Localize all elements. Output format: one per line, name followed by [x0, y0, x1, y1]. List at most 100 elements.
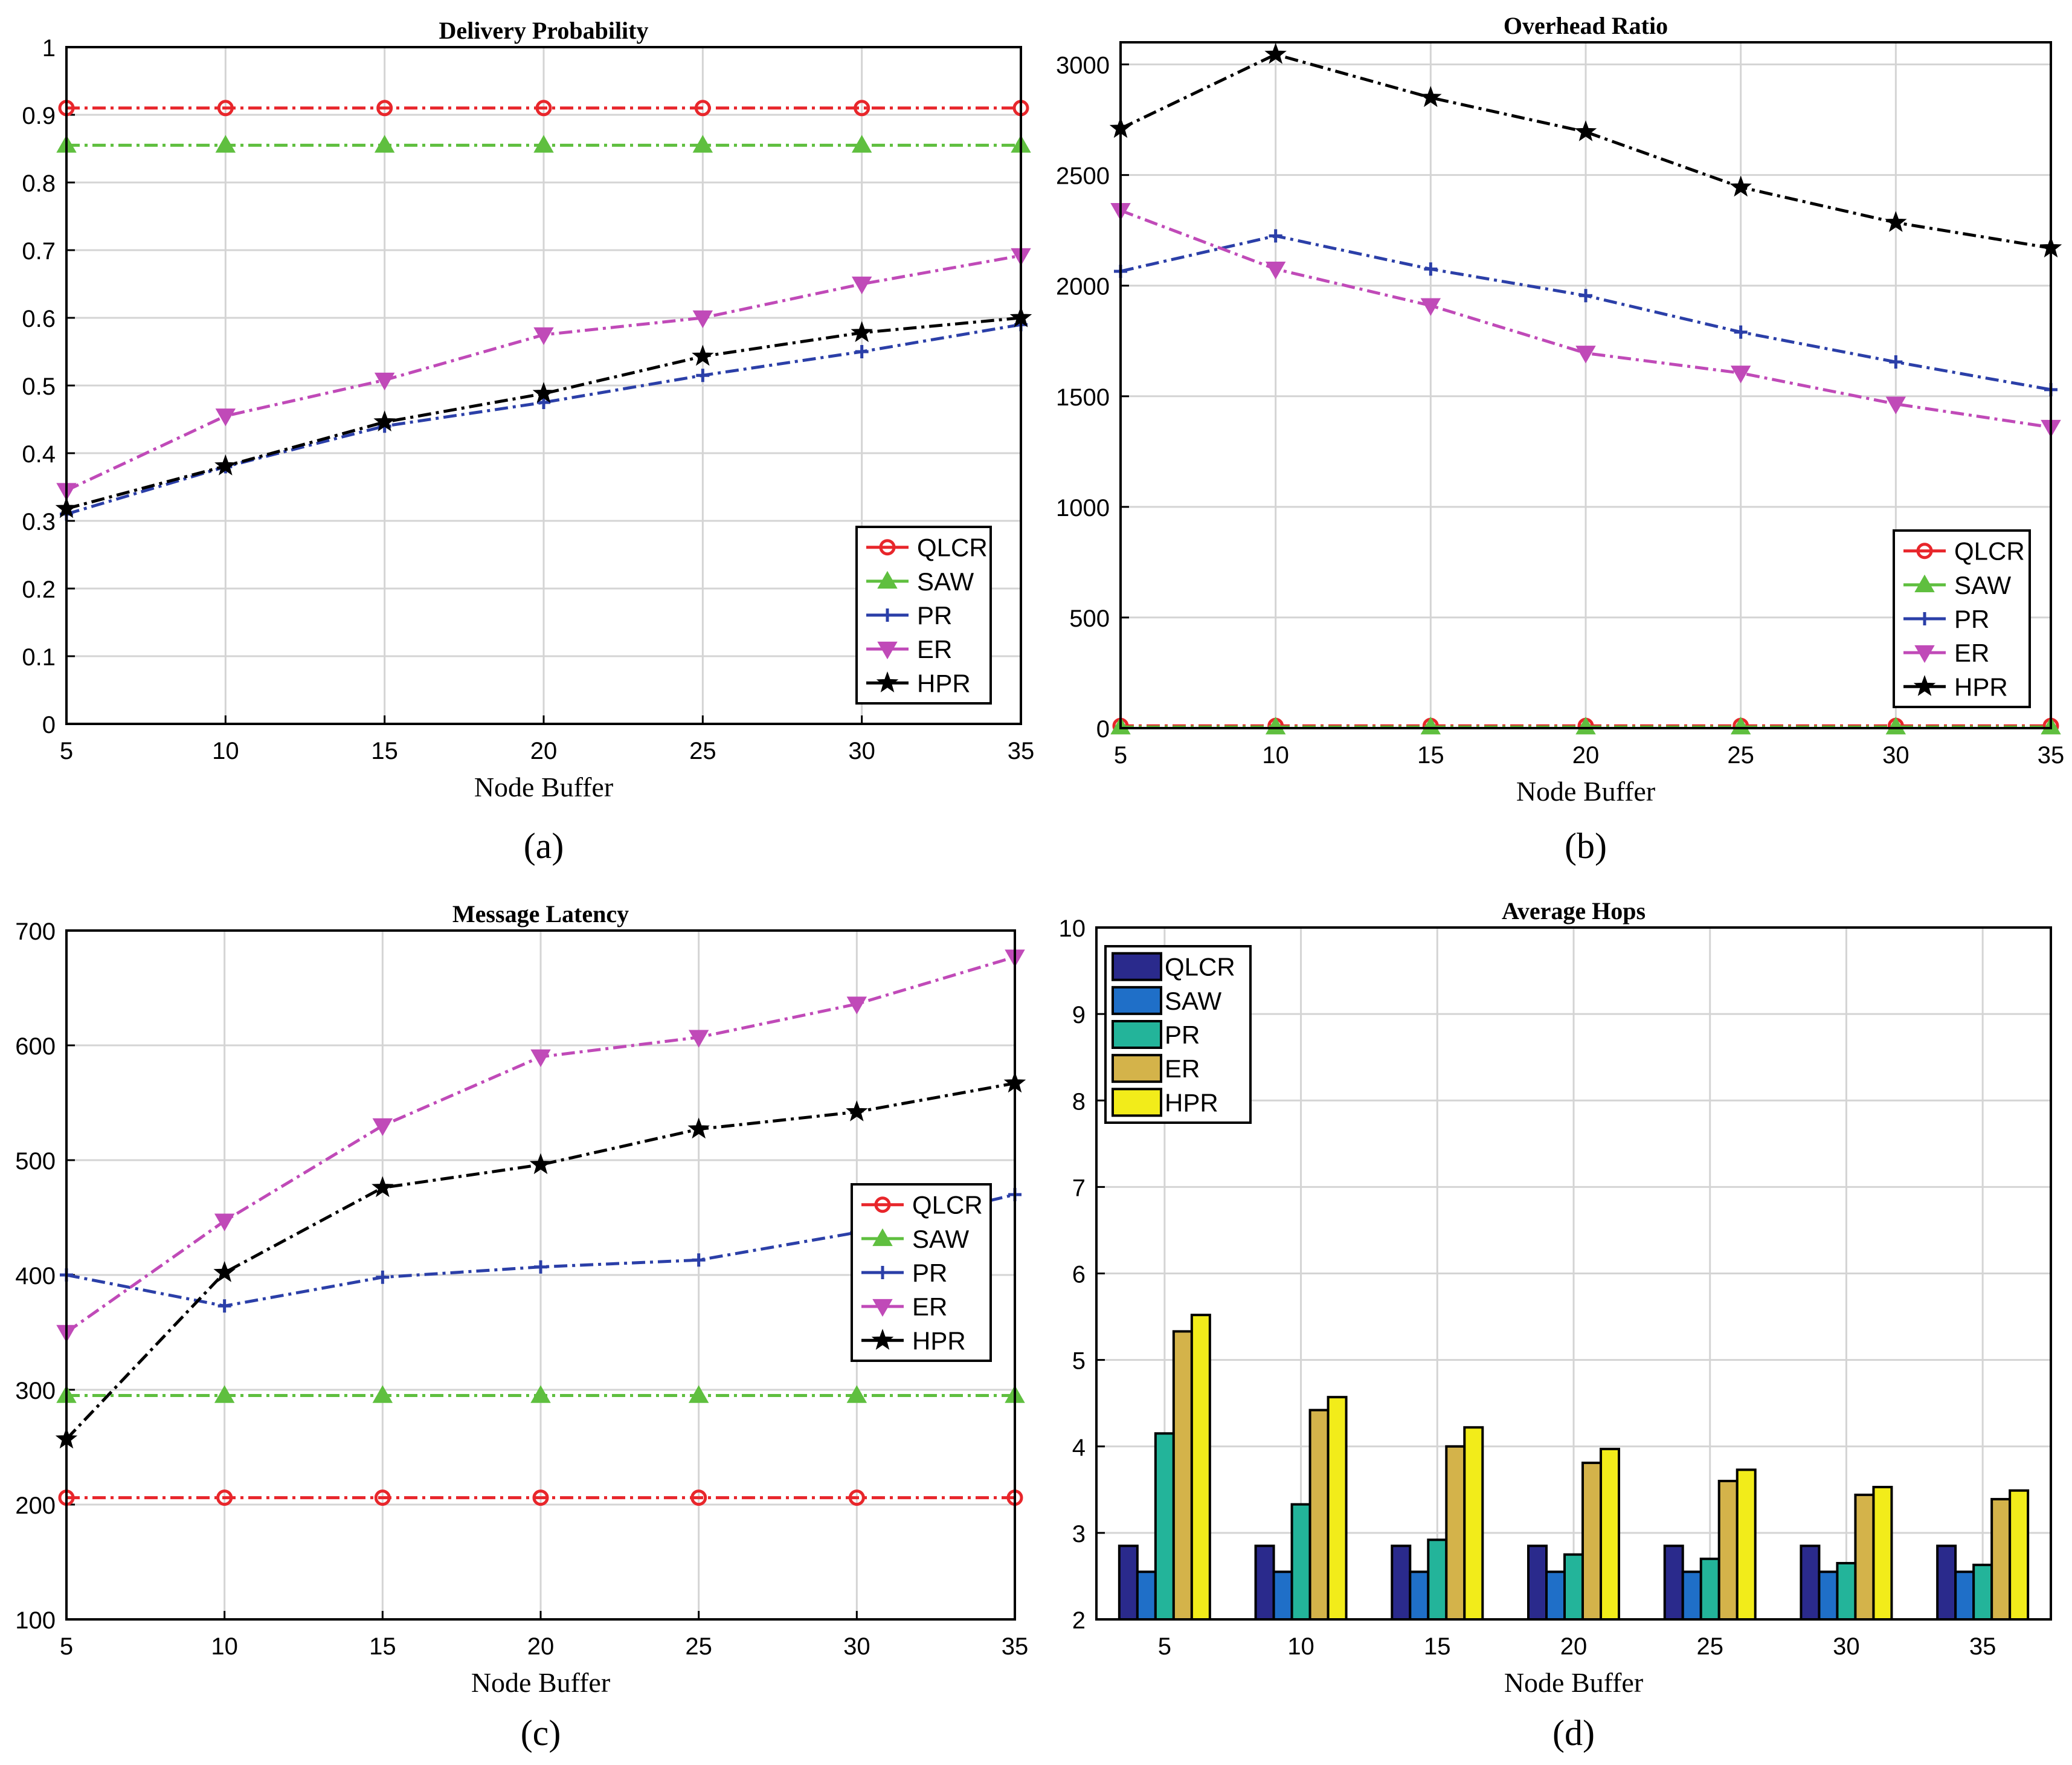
- x-tick-label: 35: [1969, 1633, 1996, 1660]
- data-point-hpr: [851, 321, 873, 343]
- y-tick-label: 0.8: [22, 170, 56, 197]
- legend-label: SAW: [917, 567, 974, 596]
- legend-marker-er: [877, 641, 898, 660]
- bar-series-hpr: [1190, 1314, 2030, 1621]
- data-point-saw: [1575, 717, 1596, 735]
- x-tick-label: 30: [843, 1633, 870, 1660]
- grid: [1119, 42, 2052, 729]
- bar-er: [1990, 1498, 2012, 1621]
- bar-qlcr: [1391, 1544, 1412, 1621]
- y-tick-label: 5: [1072, 1348, 1086, 1375]
- x-tick-label: 10: [1287, 1633, 1314, 1660]
- y-tick-label: 100: [15, 1607, 56, 1634]
- data-point-er: [851, 276, 872, 295]
- legend-entry-qlcr: QLCR: [861, 1191, 983, 1219]
- bar-saw: [1954, 1570, 1975, 1621]
- data-point-saw: [851, 135, 872, 153]
- y-tick-label: 1: [42, 35, 56, 62]
- bar-series-saw: [1136, 1570, 1975, 1621]
- data-point-hpr: [529, 1153, 552, 1175]
- y-tick-label: 700: [15, 918, 56, 945]
- data-point-pr: [1734, 325, 1748, 339]
- data-point-qlcr: [848, 1489, 865, 1506]
- y-tick-label: 1500: [1056, 384, 1110, 411]
- data-point-hpr: [213, 1261, 236, 1282]
- legend-entry-pr: PR: [861, 1259, 947, 1287]
- legend-label: SAW: [912, 1225, 969, 1253]
- x-tick-labels: 5 10 15 20 25 30 35: [1158, 1611, 1996, 1660]
- legend-label: ER: [912, 1292, 947, 1321]
- data-point-er: [374, 372, 395, 391]
- bar-qlcr: [1254, 1544, 1275, 1621]
- legend-label: HPR: [917, 669, 971, 697]
- bar-er: [1172, 1330, 1193, 1621]
- series-group: [1109, 42, 2062, 735]
- data-point-hpr: [373, 410, 396, 431]
- data-point-hpr: [532, 382, 555, 403]
- data-point-saw: [846, 1385, 867, 1403]
- x-tick-label: 5: [60, 1633, 73, 1660]
- series-group: [55, 949, 1026, 1506]
- data-point-er: [1420, 298, 1441, 316]
- data-point-er: [214, 1213, 235, 1231]
- x-tick-label: 20: [1560, 1633, 1588, 1660]
- series-er: [56, 248, 1031, 501]
- x-tick-label: 25: [1727, 742, 1754, 769]
- y-tick-label: 2500: [1056, 163, 1110, 190]
- legend-label: ER: [1954, 639, 1989, 667]
- data-point-hpr: [692, 344, 714, 366]
- data-point-saw: [372, 1385, 393, 1403]
- bar-er: [1445, 1445, 1466, 1621]
- data-point-er: [688, 1030, 709, 1048]
- x-tick-label: 15: [1424, 1633, 1451, 1660]
- data-point-er: [372, 1118, 393, 1137]
- bar-pr: [1972, 1563, 1993, 1621]
- legend-marker-qlcr: [1916, 543, 1933, 560]
- legend-label: QLCR: [1165, 953, 1235, 981]
- y-tick-labels: 0 0.1 0.2 0.3 0.4 0.5 0.6 0.7 0.8 0.9 1: [22, 35, 75, 738]
- data-point-pr: [534, 1260, 547, 1274]
- legend-label: SAW: [1165, 987, 1221, 1015]
- legend-marker-hpr: [1913, 675, 1936, 696]
- bar-qlcr: [1663, 1544, 1684, 1621]
- x-tick-label: 10: [211, 1633, 238, 1660]
- data-point-saw: [533, 135, 554, 153]
- bar-qlcr: [1527, 1544, 1548, 1621]
- y-tick-label: 9: [1072, 1002, 1086, 1028]
- data-point-saw: [1265, 717, 1286, 735]
- y-tick-labels: 2 3 4 5 6 7 8 9 10: [1059, 915, 1105, 1634]
- bar-hpr: [1736, 1468, 1757, 1621]
- bar-saw: [1545, 1570, 1566, 1621]
- y-tick-label: 500: [15, 1148, 56, 1175]
- bar-er: [1854, 1493, 1875, 1621]
- x-tick-label: 20: [1572, 742, 1600, 769]
- series-hpr: [55, 306, 1032, 518]
- legend-marker-saw: [877, 570, 898, 589]
- data-point-pr: [692, 1253, 706, 1267]
- data-point-qlcr: [535, 100, 552, 117]
- legend-marker-qlcr: [874, 1196, 891, 1213]
- chart-b: 0 500 1000 1500 2000 2500 3000 5 10 15 20 25 30 35 Ove…: [1056, 12, 2064, 866]
- x-tick-label: 35: [2038, 742, 2065, 769]
- y-tick-label: 0.7: [22, 238, 56, 265]
- bar-qlcr: [1118, 1544, 1139, 1621]
- x-tick-label: 15: [369, 1633, 396, 1660]
- data-point-hpr: [1264, 42, 1287, 64]
- legend-entry-hpr: HPR: [861, 1326, 966, 1355]
- data-point-er: [533, 327, 554, 346]
- data-point-pr: [376, 1270, 390, 1284]
- bar-hpr: [1872, 1486, 1893, 1621]
- legend-label: PR: [912, 1259, 947, 1287]
- x-tick-label: 35: [1008, 738, 1035, 764]
- y-tick-label: 0.5: [22, 373, 56, 400]
- legend-entry-pr: PR: [1112, 1020, 1200, 1049]
- x-tick-label: 30: [1882, 742, 1910, 769]
- y-tick-label: 500: [1069, 605, 1110, 632]
- x-tick-labels: 5 10 15 20 25 30 35: [60, 715, 1034, 764]
- y-tick-label: 0.4: [22, 441, 56, 468]
- y-tick-label: 8: [1072, 1088, 1086, 1115]
- legend-marker-pr: [1918, 612, 1931, 625]
- x-tick-label: 35: [1002, 1633, 1029, 1660]
- data-point-saw: [374, 135, 395, 153]
- data-point-saw: [692, 135, 713, 153]
